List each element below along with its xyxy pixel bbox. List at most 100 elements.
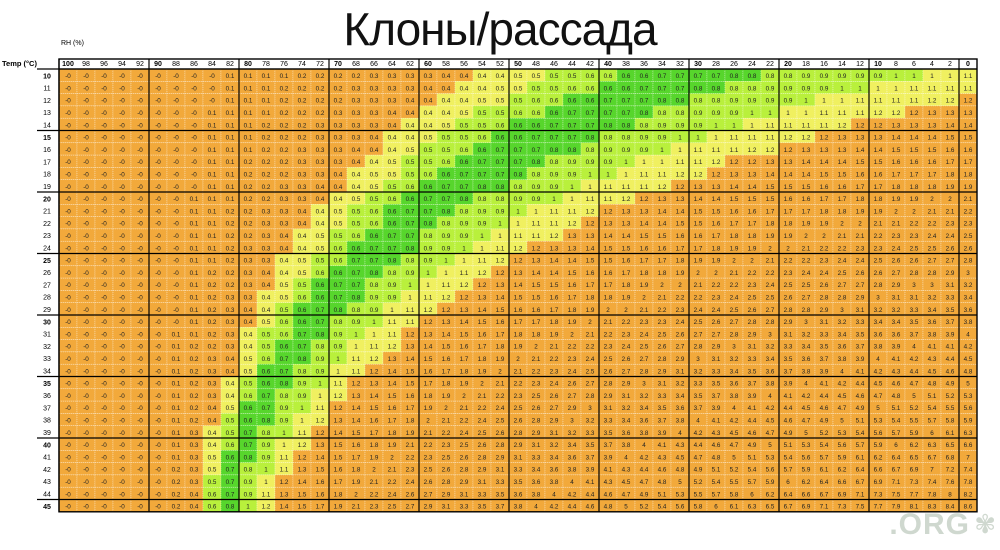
cell-value: 3.2 [694,368,703,375]
cell-value: 3.1 [550,430,559,437]
cell-value: 1.2 [820,135,829,142]
cell-value: 1.1 [280,454,289,461]
cell-value: 0.1 [208,221,217,228]
cell-value: -0 [83,110,89,117]
cell-value: 1.2 [478,282,487,289]
cell-value: 1.2 [334,393,343,400]
cell-value: 0.2 [298,122,307,129]
x-tick-label: 10 [874,61,882,68]
cell-value: 0.8 [280,381,289,388]
cell-value: 2.4 [712,307,721,314]
cell-value: -0 [65,295,71,302]
cell-value: 6.1 [856,454,865,461]
cell-value: -0 [83,319,89,326]
cell-value: -0 [137,491,143,498]
cell-value: 0.8 [532,172,541,179]
cell-value: 0.9 [712,110,721,117]
cell-value: 0.9 [388,282,397,289]
cell-value: 0.4 [352,172,361,179]
cell-value: 2.5 [964,233,973,240]
x-tick-label: 82 [226,61,234,68]
cell-value: 1 [588,184,592,191]
cell-value: 1.9 [586,307,595,314]
cell-value: -0 [191,172,197,179]
cell-value: 5.1 [928,393,937,400]
cell-value: 2.3 [514,393,523,400]
cell-value: 3.7 [604,442,613,449]
cell-value: 2 [750,258,754,265]
cell-value: 0.3 [244,258,253,265]
cell-value: 2.3 [856,245,865,252]
cell-value: 2.3 [910,233,919,240]
cell-value: 0.9 [766,85,775,92]
cell-value: 0.5 [442,122,451,129]
cell-value: 4.2 [802,393,811,400]
cell-value: 2.2 [514,381,523,388]
cell-value: 1.8 [820,208,829,215]
cell-value: 1.6 [586,270,595,277]
cell-value: 3.5 [784,356,793,363]
cell-value: 0.3 [316,122,325,129]
cell-value: 0.7 [334,295,343,302]
cell-value: 0.3 [298,184,307,191]
x-tick-label: 26 [730,61,738,68]
cell-value: 1.8 [658,270,667,277]
cell-value: 5.4 [748,467,757,474]
cell-value: 1.1 [352,368,361,375]
cell-value: 7 [966,454,970,461]
cell-value: -0 [209,98,215,105]
cell-value: 3.4 [568,442,577,449]
cell-value: 3.5 [910,319,919,326]
cell-value: 1.7 [946,159,955,166]
cell-value: 0.7 [532,147,541,154]
cell-value: 0.1 [244,73,253,80]
cell-value: 1.3 [748,172,757,179]
cell-value: 1.3 [910,122,919,129]
cell-value: 2.2 [694,295,703,302]
cell-value: -0 [155,122,161,129]
cell-value: -0 [101,98,107,105]
cell-value: -0 [119,504,125,511]
cell-value: -0 [119,307,125,314]
cell-value: 1.1 [820,122,829,129]
cell-value: 1.1 [478,258,487,265]
cell-value: -0 [65,307,71,314]
y-tick-label: 42 [43,467,51,474]
cell-value: 1 [570,184,574,191]
x-tick-label: 64 [388,61,396,68]
cell-value: -0 [137,184,143,191]
cell-value: 0.1 [226,147,235,154]
cell-value: 0.7 [460,172,469,179]
cell-value: 3.3 [712,368,721,375]
cell-value: 5.5 [910,418,919,425]
cell-value: 1.5 [748,196,757,203]
cell-value: 0.7 [478,159,487,166]
cell-value: 0.3 [316,172,325,179]
cell-value: 0.9 [298,393,307,400]
cell-value: 0.3 [334,147,343,154]
x-tick-label: 36 [640,61,648,68]
cell-value: 2.2 [658,307,667,314]
cell-value: 2.6 [460,454,469,461]
cell-value: 2.5 [532,393,541,400]
cell-value: -0 [83,159,89,166]
cell-value: 1.1 [856,98,865,105]
cell-value: 2.1 [892,221,901,228]
cell-value: -0 [137,393,143,400]
cell-value: 0.5 [208,454,217,461]
cell-value: 3.5 [712,381,721,388]
cell-value: 0.9 [694,110,703,117]
cell-value: 3.4 [964,295,973,302]
cell-value: -0 [119,98,125,105]
cell-value: 0.4 [262,295,271,302]
cell-value: 2.2 [406,454,415,461]
cell-value: 4 [876,356,880,363]
cell-value: 4.3 [928,356,937,363]
cell-value: 1.7 [532,319,541,326]
cell-value: 0.8 [586,147,595,154]
cell-value: 2.4 [856,258,865,265]
cell-value: 1.7 [730,221,739,228]
cell-value: 0.9 [478,221,487,228]
cell-value: 2.9 [514,442,523,449]
cell-value: 1.3 [496,282,505,289]
